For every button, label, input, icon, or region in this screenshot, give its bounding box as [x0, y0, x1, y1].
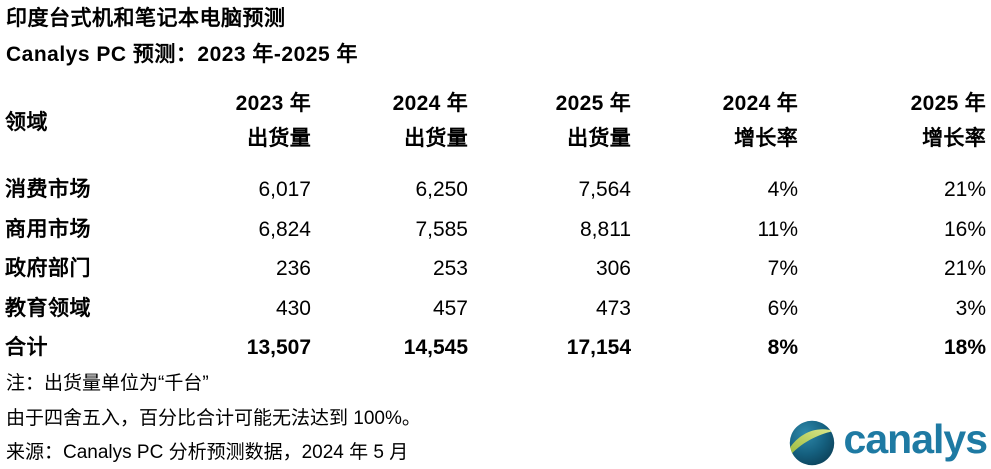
- cell-value: 6,017: [258, 178, 311, 201]
- canalys-logo: canalys: [789, 416, 988, 466]
- cell-value-total: 14,545: [403, 336, 468, 359]
- column-header-line1: 2024 年: [392, 92, 468, 115]
- column-header-line1: 2025 年: [910, 92, 986, 115]
- cell-value: 236: [275, 257, 311, 280]
- cell-value: 3%: [955, 296, 986, 320]
- note-source: 来源：Canalys PC 分析预测数据，2024 年 5 月: [6, 442, 409, 463]
- row-label-education: 教育领域: [5, 296, 91, 320]
- forecast-table: 领域 2023 年 出货量 2024 年 出货量 2025 年 出货量 2024…: [5, 86, 986, 368]
- canalys-wordmark: canalys: [843, 416, 988, 462]
- cell-value: 306: [595, 257, 631, 280]
- cell-value: 4%: [767, 178, 798, 201]
- cell-value: 253: [432, 257, 468, 280]
- cell-value: 7%: [767, 257, 798, 280]
- column-header-line1: 2024 年: [722, 92, 798, 115]
- cell-value: 16%: [943, 217, 986, 241]
- cell-value: 7,564: [578, 178, 631, 201]
- cell-value-total: 18%: [943, 336, 986, 359]
- cell-value: 473: [595, 296, 631, 320]
- cell-value-total: 13,507: [246, 336, 311, 359]
- column-header-2025-growth: 2025 年 增长率: [798, 86, 986, 170]
- column-header-line1: 2025 年: [555, 92, 631, 115]
- row-label-consumer: 消费市场: [5, 178, 91, 201]
- cell-value: 11%: [757, 217, 798, 241]
- page-title: 印度台式机和笔记本电脑预测: [6, 7, 286, 30]
- column-header-2024-shipments: 2024 年 出货量: [311, 86, 468, 170]
- row-label-commercial: 商用市场: [5, 217, 91, 241]
- cell-value: 457: [432, 296, 468, 320]
- column-header-2024-growth: 2024 年 增长率: [631, 86, 798, 170]
- column-header-line2: 增长率: [922, 127, 986, 150]
- cell-value: 6,824: [258, 217, 311, 241]
- cell-value: 6%: [767, 296, 798, 320]
- note-unit: 注：出货量单位为“千台”: [6, 373, 209, 394]
- column-header-line2: 出货量: [247, 127, 311, 150]
- column-header-line1: 2023 年: [235, 92, 311, 115]
- column-header-line2: 出货量: [567, 127, 631, 150]
- cell-value: 6,250: [415, 178, 468, 201]
- column-header-line2: 出货量: [404, 127, 468, 150]
- column-header-segment: 领域: [5, 111, 48, 134]
- cell-value-total: 8%: [767, 336, 798, 359]
- canalys-globe-icon: [789, 420, 835, 466]
- column-header-line2: 增长率: [734, 127, 798, 150]
- cell-value: 430: [275, 296, 311, 320]
- footnotes: 注：出货量单位为“千台” 由于四舍五入，百分比合计可能无法达到 100%。 来源…: [6, 367, 421, 469]
- column-header-2025-shipments: 2025 年 出货量: [468, 86, 631, 170]
- note-rounding: 由于四舍五入，百分比合计可能无法达到 100%。: [6, 407, 421, 429]
- cell-value-total: 17,154: [566, 336, 631, 359]
- cell-value: 7,585: [415, 217, 468, 241]
- row-label-total: 合计: [5, 336, 48, 359]
- column-header-2023-shipments: 2023 年 出货量: [170, 86, 311, 170]
- cell-value: 8,811: [580, 217, 631, 241]
- cell-value: 21%: [943, 178, 986, 201]
- page-subtitle: Canalys PC 预测：2023 年-2025 年: [6, 43, 358, 66]
- row-label-government: 政府部门: [5, 257, 91, 280]
- cell-value: 21%: [943, 257, 986, 280]
